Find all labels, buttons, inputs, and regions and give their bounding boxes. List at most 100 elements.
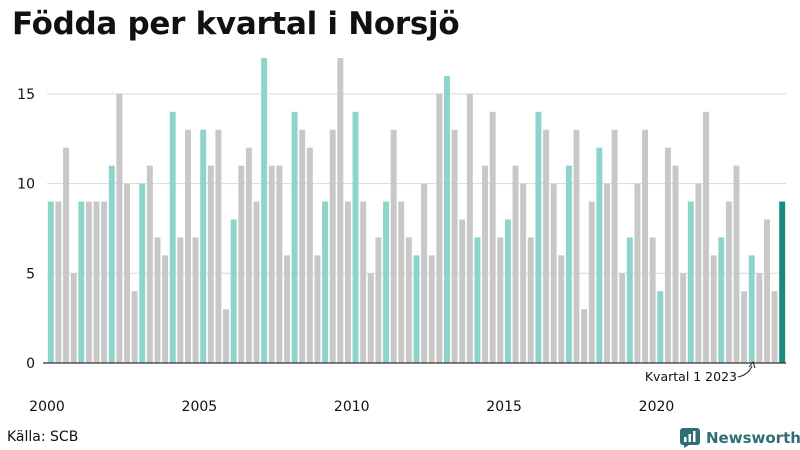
bar bbox=[596, 147, 603, 363]
x-tick-label: 2010 bbox=[334, 399, 370, 415]
bar bbox=[306, 147, 313, 363]
y-tick-label: 5 bbox=[26, 266, 35, 282]
bar bbox=[672, 165, 679, 363]
brand-logo: Newsworthy bbox=[680, 428, 800, 448]
bar bbox=[763, 219, 770, 363]
bar bbox=[238, 165, 245, 363]
bar bbox=[200, 129, 207, 363]
bar bbox=[70, 273, 77, 363]
bar bbox=[512, 165, 519, 363]
bar bbox=[177, 237, 184, 363]
bar bbox=[261, 58, 268, 363]
bar bbox=[93, 201, 100, 363]
x-tick-label: 2015 bbox=[486, 399, 522, 415]
bar bbox=[428, 255, 435, 363]
bar bbox=[124, 183, 130, 363]
bar bbox=[337, 58, 344, 363]
bar bbox=[482, 165, 489, 363]
bar bbox=[581, 309, 588, 363]
bar bbox=[169, 111, 176, 363]
bar bbox=[101, 201, 108, 363]
bar bbox=[284, 255, 290, 363]
bar bbox=[116, 93, 123, 363]
bar bbox=[543, 129, 549, 363]
source-label: Källa: SCB bbox=[7, 429, 79, 445]
bar bbox=[748, 255, 755, 363]
bar bbox=[444, 75, 450, 364]
bar bbox=[314, 255, 321, 363]
bar bbox=[451, 129, 458, 363]
y-tick-label: 15 bbox=[17, 87, 35, 103]
bar bbox=[687, 201, 694, 363]
bar bbox=[55, 201, 62, 363]
bar bbox=[245, 147, 252, 363]
bar bbox=[657, 291, 664, 363]
bar bbox=[192, 237, 199, 363]
bar bbox=[504, 219, 511, 363]
bar bbox=[436, 93, 443, 363]
bar bbox=[223, 309, 230, 363]
bar bbox=[139, 183, 146, 363]
bar bbox=[421, 183, 428, 363]
bar bbox=[573, 129, 580, 363]
bar bbox=[779, 201, 786, 363]
bar bbox=[360, 201, 367, 363]
bar bbox=[230, 219, 237, 363]
bar bbox=[588, 201, 595, 363]
bar bbox=[390, 129, 397, 363]
bar bbox=[695, 183, 702, 363]
bar bbox=[398, 201, 405, 363]
bar bbox=[299, 129, 306, 363]
bar bbox=[550, 183, 557, 363]
bar bbox=[63, 147, 70, 363]
bar bbox=[634, 183, 641, 363]
bar bbox=[375, 237, 382, 363]
bar bbox=[611, 129, 618, 363]
y-tick-label: 10 bbox=[17, 177, 35, 193]
brand-name: Newsworthy bbox=[706, 429, 800, 447]
bar bbox=[215, 129, 222, 363]
newsworthy-logo-icon bbox=[680, 428, 700, 448]
bar bbox=[383, 201, 389, 363]
bar bbox=[47, 201, 54, 363]
bar bbox=[253, 201, 260, 363]
bar bbox=[154, 237, 161, 363]
bar bbox=[146, 165, 153, 363]
bar bbox=[718, 237, 725, 363]
bar bbox=[474, 237, 481, 363]
bar bbox=[603, 183, 610, 363]
bar bbox=[367, 273, 374, 363]
axes: 0 5 10 15 2000 2005 2010 2015 2020 bbox=[17, 87, 786, 415]
bar bbox=[527, 237, 534, 363]
bar bbox=[741, 291, 748, 363]
bar bbox=[329, 129, 336, 363]
bar bbox=[466, 93, 473, 363]
bar bbox=[489, 111, 496, 363]
x-tick-label: 2000 bbox=[29, 399, 65, 415]
bar bbox=[520, 183, 527, 363]
bar bbox=[680, 273, 687, 363]
bar bbox=[733, 165, 740, 363]
bar bbox=[535, 111, 542, 363]
bar bbox=[565, 165, 572, 363]
bar bbox=[771, 291, 778, 363]
bar bbox=[497, 237, 504, 363]
bar bbox=[78, 201, 85, 363]
bar bbox=[710, 255, 717, 363]
bar bbox=[558, 255, 565, 363]
bar bbox=[413, 255, 420, 363]
bar bbox=[642, 129, 649, 363]
bar bbox=[291, 111, 298, 363]
bar bbox=[108, 165, 115, 363]
bar bbox=[725, 201, 732, 363]
bar bbox=[756, 273, 763, 363]
bars bbox=[47, 58, 786, 364]
annotation: Kvartal 1 2023 bbox=[645, 360, 756, 384]
bar bbox=[268, 165, 275, 363]
y-tick-label: 0 bbox=[26, 356, 35, 372]
bar bbox=[85, 201, 92, 363]
bar bbox=[703, 111, 709, 363]
bar bbox=[352, 111, 359, 363]
bar bbox=[184, 129, 191, 363]
